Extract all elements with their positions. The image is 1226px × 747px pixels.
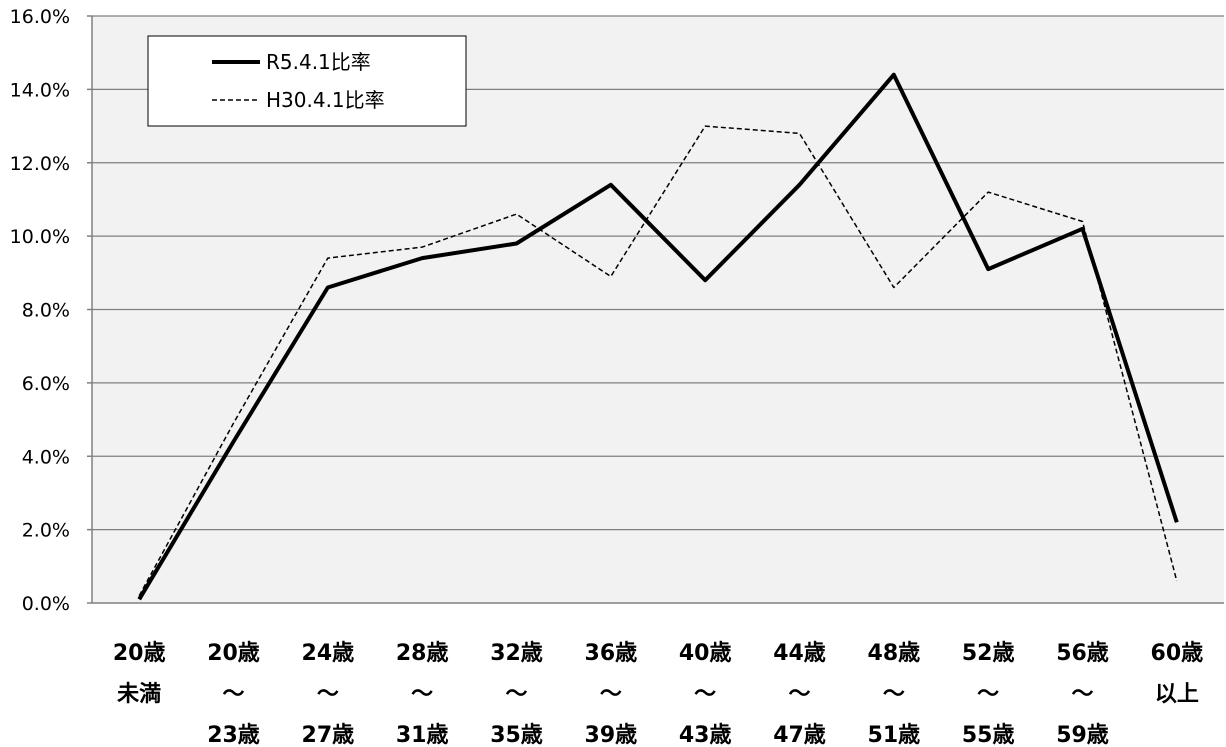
x-tick-label: 40歳 xyxy=(679,641,732,666)
x-tick-label: ～ xyxy=(1071,682,1093,707)
x-tick-label: ～ xyxy=(883,682,905,707)
x-tick-label: ～ xyxy=(411,682,433,707)
x-tick-label: 48歳 xyxy=(868,641,921,666)
legend-label: H30.4.1比率 xyxy=(266,88,385,112)
x-tick-label: 31歳 xyxy=(396,723,449,747)
x-tick-label: ～ xyxy=(600,682,622,707)
y-tick-label: 4.0% xyxy=(22,446,70,468)
x-tick-label: 未満 xyxy=(117,681,161,707)
series-lines xyxy=(137,72,1179,601)
x-tick-label: 52歳 xyxy=(962,641,1015,666)
x-tick-label: 39歳 xyxy=(585,723,638,747)
x-tick-label: ～ xyxy=(317,682,339,707)
y-tick-label: 12.0% xyxy=(10,153,70,175)
x-tick-label: 47歳 xyxy=(773,723,826,747)
legend-box xyxy=(147,35,467,127)
x-tick-label: 51歳 xyxy=(868,723,921,747)
x-tick-label: 32歳 xyxy=(490,641,543,666)
x-tick-label: 27歳 xyxy=(302,723,355,747)
x-tick-label: 60歳 xyxy=(1151,641,1204,666)
series-line-1 xyxy=(137,72,1179,601)
x-tick-label: 23歳 xyxy=(207,723,260,747)
x-tick-label: 28歳 xyxy=(396,641,449,666)
x-tick-label: ～ xyxy=(694,682,716,707)
x-tick-label: 以上 xyxy=(1155,682,1199,707)
y-tick-label: 14.0% xyxy=(10,79,70,101)
x-tick-label: 24歳 xyxy=(302,641,355,666)
y-tick-label: 8.0% xyxy=(22,300,70,322)
y-tick-label: 0.0% xyxy=(22,593,70,615)
axes: 0.0% 2.0% 4.0% 6.0% 8.0% 10.0% 12.0% 14.0% 16.0%… xyxy=(10,6,1224,747)
x-tick-label: 35歳 xyxy=(490,723,543,747)
x-tick-label: ～ xyxy=(505,682,527,707)
x-tick-label: 20歳 xyxy=(207,641,260,666)
x-tick-label: 56歳 xyxy=(1056,641,1109,666)
x-tick-label: 43歳 xyxy=(679,723,732,747)
x-tick-label: 55歳 xyxy=(962,723,1015,747)
x-tick-label: ～ xyxy=(977,682,999,707)
x-tick-label: ～ xyxy=(222,682,244,707)
series-line-2 xyxy=(138,125,1178,597)
y-tick-label: 2.0% xyxy=(22,520,70,542)
gridlines xyxy=(92,15,1224,531)
x-tick-label: ～ xyxy=(788,682,810,707)
x-tick-label: 36歳 xyxy=(585,641,638,666)
x-tick-label: 59歳 xyxy=(1056,723,1109,747)
y-tick-label: 6.0% xyxy=(22,373,70,395)
x-tick-label: 20歳 xyxy=(113,641,166,666)
legend-label: R5.4.1比率 xyxy=(266,50,371,74)
x-tick-label: 44歳 xyxy=(773,641,826,666)
legend: R5.4.1比率 H30.4.1比率 xyxy=(147,35,467,127)
y-tick-label: 16.0% xyxy=(10,6,70,28)
y-tick-label: 10.0% xyxy=(10,226,70,248)
